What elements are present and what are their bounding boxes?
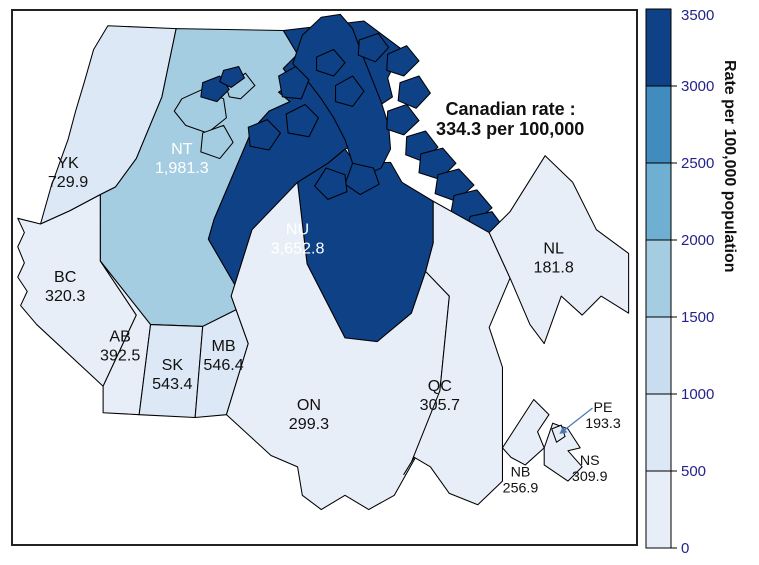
svg-text:SK: SK (162, 356, 184, 374)
svg-text:309.9: 309.9 (572, 469, 608, 485)
svg-text:392.5: 392.5 (100, 347, 140, 365)
svg-text:YK: YK (57, 154, 79, 172)
svg-text:0: 0 (681, 540, 689, 557)
svg-text:BC: BC (54, 268, 77, 286)
svg-text:Canadian rate :: Canadian rate : (446, 99, 576, 119)
svg-text:2500: 2500 (681, 155, 714, 172)
svg-text:2000: 2000 (681, 232, 714, 249)
svg-text:546.4: 546.4 (203, 356, 243, 374)
svg-text:3,652.8: 3,652.8 (271, 239, 325, 257)
svg-text:299.3: 299.3 (289, 415, 329, 433)
svg-text:320.3: 320.3 (45, 287, 85, 305)
svg-text:ON: ON (297, 396, 321, 414)
svg-text:NS: NS (580, 453, 600, 469)
svg-text:QC: QC (428, 377, 453, 395)
svg-text:3000: 3000 (681, 78, 714, 95)
svg-text:NB: NB (511, 464, 531, 480)
svg-text:AB: AB (109, 328, 130, 346)
svg-text:3500: 3500 (681, 7, 714, 24)
svg-text:1500: 1500 (681, 309, 714, 326)
svg-text:729.9: 729.9 (48, 173, 88, 191)
svg-text:MB: MB (211, 337, 235, 355)
svg-text:1,981.3: 1,981.3 (155, 159, 209, 177)
svg-text:305.7: 305.7 (420, 396, 460, 414)
svg-text:543.4: 543.4 (152, 375, 192, 393)
svg-text:500: 500 (681, 463, 706, 480)
svg-text:PE: PE (594, 400, 613, 416)
svg-text:334.3 per 100,000: 334.3 per 100,000 (436, 119, 584, 139)
svg-text:1000: 1000 (681, 386, 714, 403)
svg-text:181.8: 181.8 (534, 258, 574, 276)
svg-text:NU: NU (286, 220, 309, 238)
svg-text:256.9: 256.9 (503, 480, 539, 496)
svg-text:NT: NT (171, 140, 193, 158)
svg-text:193.3: 193.3 (585, 416, 621, 432)
svg-text:NL: NL (543, 239, 564, 257)
